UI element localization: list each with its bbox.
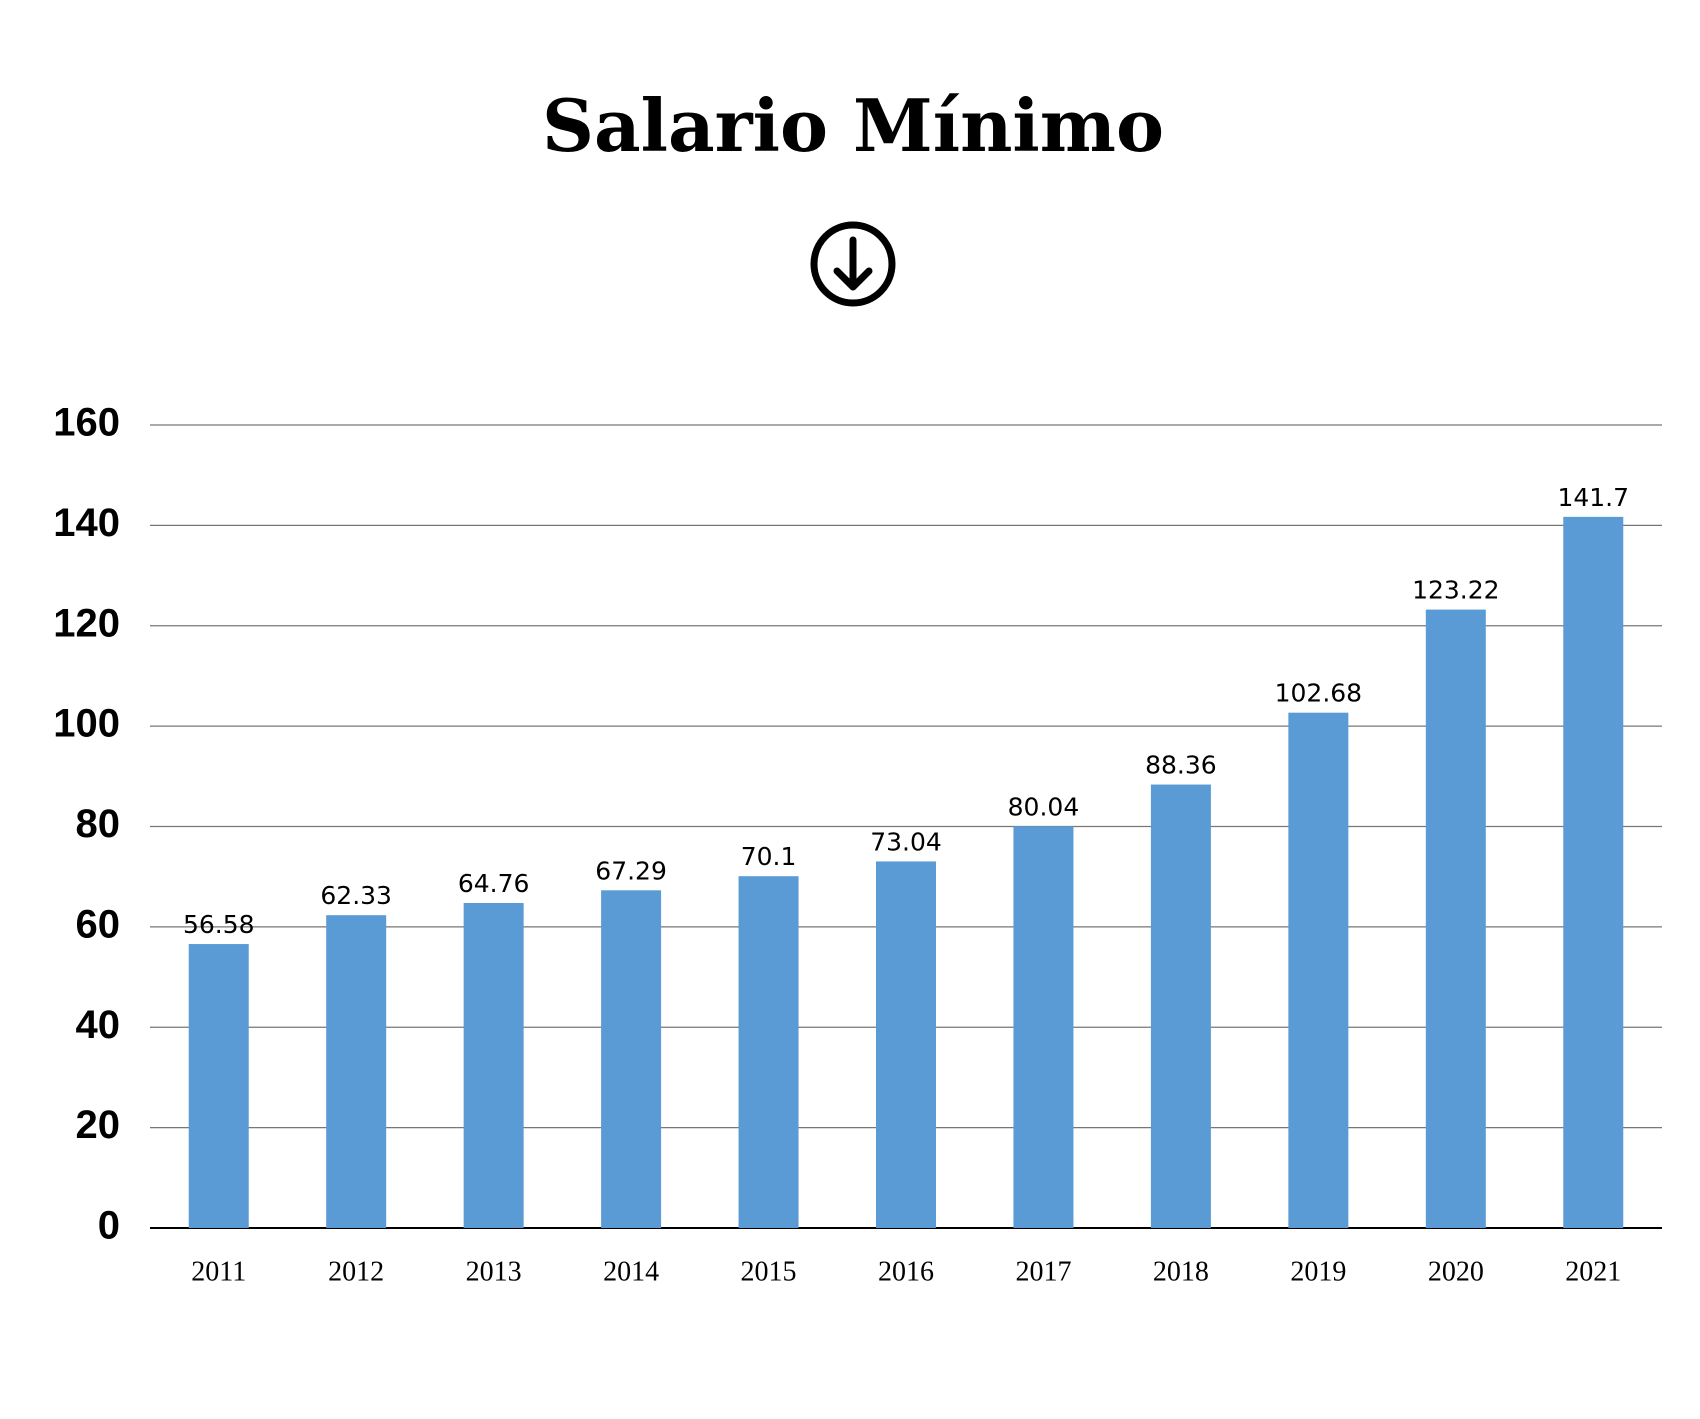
bar bbox=[326, 915, 387, 1228]
value-label: 62.33 bbox=[320, 881, 392, 910]
value-label: 102.68 bbox=[1275, 679, 1362, 708]
value-label: 88.36 bbox=[1145, 751, 1217, 780]
value-label: 56.58 bbox=[183, 910, 255, 939]
value-label: 123.22 bbox=[1412, 576, 1499, 605]
y-tick-label: 0 bbox=[98, 1204, 120, 1248]
bar bbox=[1288, 712, 1349, 1228]
x-tick-label: 2013 bbox=[466, 1256, 522, 1287]
y-tick-label: 160 bbox=[53, 401, 120, 445]
down-arrow-icon bbox=[810, 221, 896, 307]
value-label: 141.7 bbox=[1557, 483, 1629, 512]
x-tick-label: 2014 bbox=[603, 1256, 659, 1287]
bar bbox=[601, 890, 662, 1228]
y-tick-label: 100 bbox=[53, 702, 120, 746]
bar bbox=[1425, 609, 1486, 1228]
bar bbox=[1150, 784, 1211, 1228]
chart-title: Salario Mínimo bbox=[542, 83, 1164, 168]
y-tick-label: 80 bbox=[76, 802, 121, 846]
x-tick-label: 2021 bbox=[1565, 1256, 1621, 1287]
value-label: 67.29 bbox=[595, 856, 667, 885]
x-tick-label: 2016 bbox=[878, 1256, 934, 1287]
bar bbox=[1013, 826, 1074, 1228]
x-tick-label: 2012 bbox=[328, 1256, 384, 1287]
y-tick-label: 140 bbox=[53, 501, 120, 545]
y-tick-label: 60 bbox=[76, 902, 121, 946]
x-tick-label: 2019 bbox=[1290, 1256, 1346, 1287]
x-tick-label: 2015 bbox=[741, 1256, 797, 1287]
bar bbox=[876, 861, 936, 1228]
y-tick-label: 120 bbox=[53, 601, 120, 645]
x-tick-label: 2018 bbox=[1153, 1256, 1209, 1287]
value-label: 80.04 bbox=[1008, 792, 1080, 821]
value-label: 70.1 bbox=[741, 842, 797, 871]
value-label: 64.76 bbox=[458, 869, 530, 898]
y-tick-label: 40 bbox=[76, 1003, 121, 1047]
bar bbox=[188, 944, 249, 1228]
value-label: 73.04 bbox=[870, 827, 942, 856]
x-tick-label: 2017 bbox=[1015, 1256, 1071, 1287]
bar bbox=[463, 902, 524, 1228]
bar bbox=[1563, 516, 1624, 1228]
x-tick-label: 2011 bbox=[191, 1256, 246, 1287]
y-tick-label: 20 bbox=[76, 1103, 121, 1147]
x-tick-label: 2020 bbox=[1428, 1256, 1484, 1287]
bar bbox=[738, 876, 799, 1228]
